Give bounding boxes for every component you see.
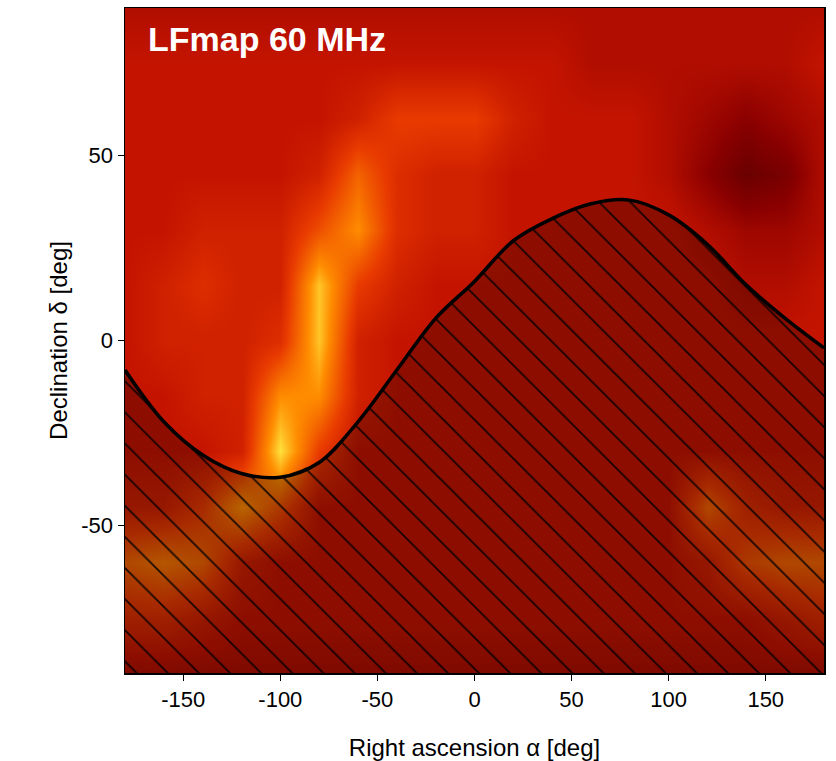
svg-text:100: 100 [650,687,687,712]
svg-text:-150: -150 [161,687,205,712]
svg-text:50: 50 [89,143,113,168]
svg-text:-50: -50 [362,687,394,712]
svg-text:150: 150 [747,687,784,712]
svg-text:50: 50 [559,687,583,712]
svg-text:Declination δ [deg]: Declination δ [deg] [45,241,72,440]
svg-text:Right ascension α [deg]: Right ascension α [deg] [349,734,600,761]
svg-text:LFmap 60 MHz: LFmap 60 MHz [148,20,386,58]
svg-text:-100: -100 [258,687,302,712]
svg-text:0: 0 [101,328,113,353]
svg-text:0: 0 [468,687,480,712]
svg-text:-50: -50 [81,513,113,538]
